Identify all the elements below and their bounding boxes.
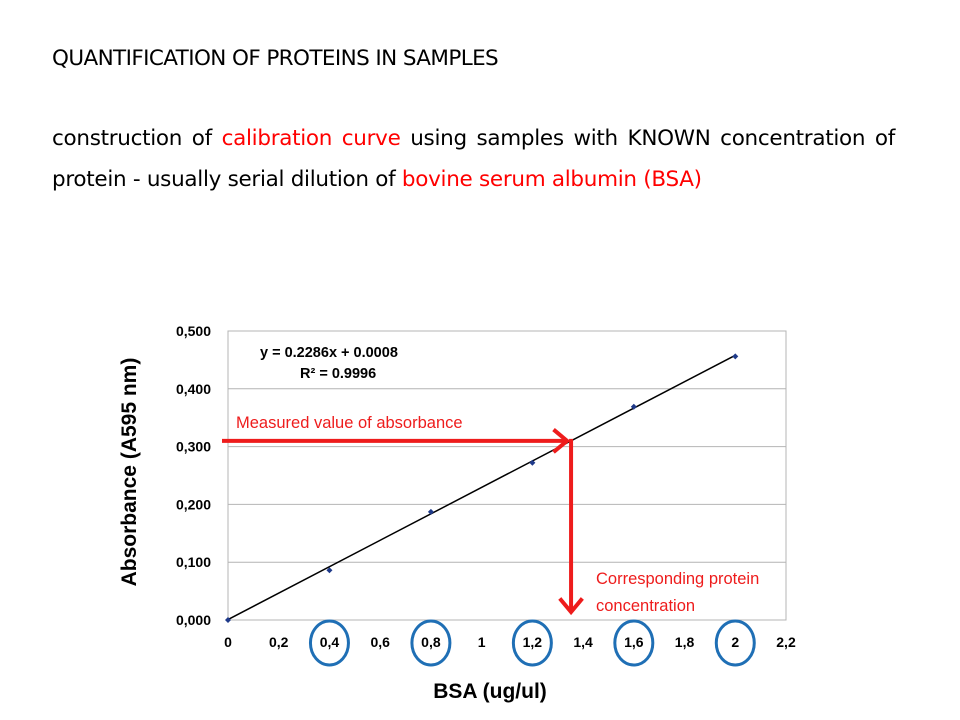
data-point (427, 508, 434, 515)
x-tick-label: 0,8 (421, 634, 441, 650)
data-point (732, 353, 739, 360)
result-arrowhead (558, 597, 584, 616)
y-tick-label: 0,200 (176, 496, 211, 512)
x-tick-label: 2 (731, 634, 739, 650)
tick-circle (714, 619, 756, 667)
slide-title: QUANTIFICATION OF PROTEINS IN SAMPLES (52, 46, 499, 71)
y-tick-label: 0,300 (176, 439, 211, 455)
x-tick-label: 1,6 (624, 634, 644, 650)
data-points (225, 353, 739, 623)
data-point (529, 459, 536, 466)
y-tick-labels: 0,000 0,100 0,200 0,300 0,400 0,500 (176, 323, 211, 628)
highlight-calibration-curve: calibration curve (221, 126, 401, 151)
y-tick-label: 0,500 (176, 323, 211, 339)
tick-circle (410, 619, 452, 667)
y-tick-label: 0,100 (176, 554, 211, 570)
tick-circles (308, 619, 756, 667)
y-tick-label: 0,000 (176, 612, 211, 628)
tick-circle (511, 619, 553, 667)
r-squared: R² = 0.9996 (300, 366, 376, 382)
data-point (326, 567, 333, 574)
x-tick-label: 0,4 (320, 634, 340, 650)
result-label-line-1: Corresponding protein (596, 570, 759, 588)
x-tick-label: 1,8 (675, 634, 695, 650)
x-tick-label: 1,4 (573, 634, 593, 650)
gridlines (228, 388, 786, 563)
annotation-arrows (222, 428, 584, 616)
slide-body: construction of calibration curve using … (52, 118, 895, 200)
tick-circle (308, 619, 350, 667)
y-axis-label: Absorbance (A595 nm) (118, 358, 141, 587)
trend-equation: y = 0.2286x + 0.0008 (260, 345, 398, 361)
x-tick-label: 0,2 (269, 634, 289, 650)
body-text-2: using samples with KNOWN concentration o… (52, 126, 895, 192)
x-tick-labels: 0 0,2 0,4 0,6 0,8 1 1,2 1,4 1,6 1,8 2 2,2 (224, 634, 796, 650)
measured-arrowhead (552, 428, 571, 454)
x-tick-label: 1 (478, 634, 486, 650)
x-tick-label: 0 (224, 634, 232, 650)
x-axis-label: BSA (ug/ul) (433, 680, 547, 703)
trendline (227, 354, 736, 621)
y-tick-label: 0,400 (176, 381, 211, 397)
result-label-line-2: concentration (596, 597, 695, 615)
highlight-bsa: bovine serum albumin (BSA) (401, 167, 702, 192)
data-point (630, 403, 637, 410)
tick-circle (613, 619, 655, 667)
data-point (225, 617, 231, 623)
x-tick-label: 2,2 (776, 634, 796, 650)
body-text-1: construction of (52, 126, 222, 151)
measured-value-label: Measured value of absorbance (236, 414, 463, 432)
x-tick-label: 1,2 (523, 634, 543, 650)
x-tick-label: 0,6 (370, 634, 390, 650)
